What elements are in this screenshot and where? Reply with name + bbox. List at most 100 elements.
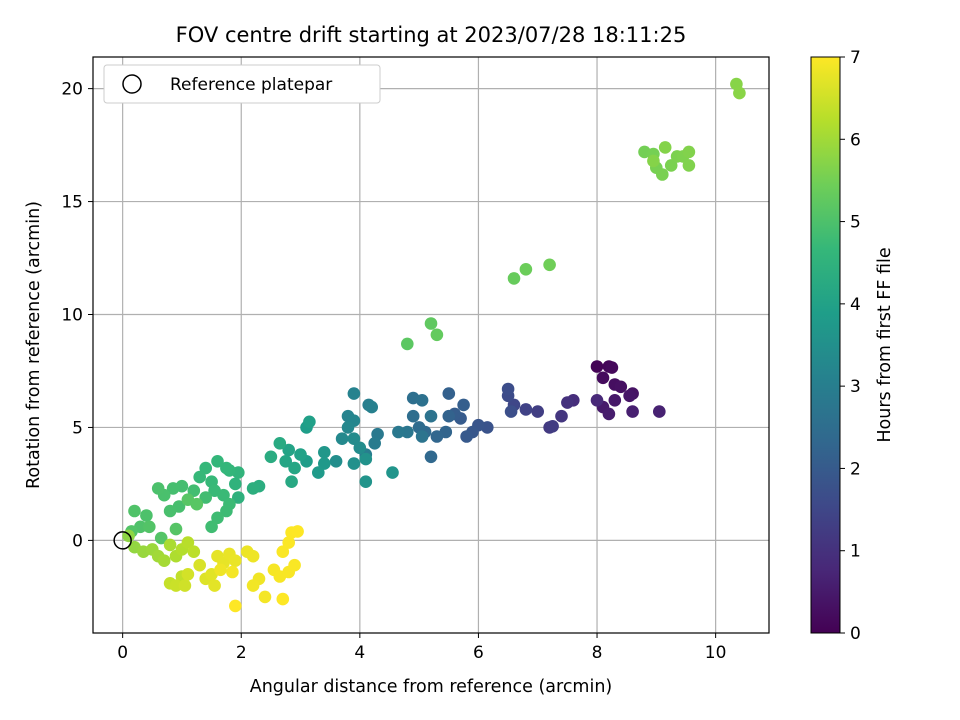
data-point: [211, 511, 224, 525]
data-points: [122, 77, 746, 613]
data-point: [733, 86, 746, 100]
colorbar-ticks: 0 1 2 3 4 5 6 7: [840, 48, 861, 644]
data-point: [318, 457, 331, 470]
x-tick-label: 4: [354, 643, 365, 663]
data-point: [664, 159, 678, 172]
data-point: [193, 470, 206, 484]
y-tick-label: 5: [72, 418, 83, 438]
x-tick-label: 0: [117, 643, 128, 663]
data-point: [190, 497, 204, 511]
data-point: [312, 466, 325, 479]
data-point: [246, 549, 260, 563]
colorbar-tick-label: 3: [850, 377, 861, 397]
colorbar-tick-label: 1: [850, 542, 861, 562]
data-point: [282, 536, 296, 549]
data-point: [359, 452, 373, 466]
data-point: [501, 382, 515, 396]
data-point: [647, 154, 660, 168]
data-point: [264, 450, 278, 464]
legend: Reference platepar: [103, 64, 381, 104]
data-point: [531, 405, 544, 418]
data-point: [193, 558, 206, 572]
legend-box: [103, 64, 381, 104]
data-point: [220, 461, 233, 475]
data-point: [169, 522, 183, 536]
data-point: [208, 579, 221, 592]
data-point: [214, 563, 227, 577]
data-point: [546, 420, 559, 433]
data-point: [347, 432, 361, 446]
data-point: [424, 409, 438, 423]
data-point: [457, 398, 470, 412]
data-point: [143, 520, 156, 534]
data-point: [605, 361, 619, 374]
data-point: [246, 482, 260, 495]
colorbar-tick-label: 2: [850, 459, 861, 479]
data-point: [169, 579, 183, 592]
reference-platepar-marker: [113, 531, 132, 550]
data-point: [424, 450, 438, 464]
data-point: [294, 448, 307, 461]
data-point: [303, 415, 316, 429]
colorbar-tick-label: 4: [850, 295, 861, 315]
data-point: [181, 536, 195, 549]
data-point: [181, 568, 195, 581]
data-point: [347, 387, 361, 400]
data-point: [368, 437, 382, 450]
data-point: [401, 425, 414, 439]
data-point: [608, 394, 622, 407]
data-point: [273, 437, 287, 450]
data-point: [140, 509, 153, 522]
data-point: [682, 145, 696, 159]
data-point: [543, 258, 556, 272]
data-point: [163, 538, 177, 552]
data-point: [614, 380, 628, 394]
y-tick-label: 20: [61, 80, 83, 100]
x-tick-label: 6: [473, 643, 484, 663]
data-point: [507, 272, 521, 285]
x-axis-ticks: 0 2 4 6 8 10: [117, 633, 726, 663]
colorbar-label: Hours from first FF file: [875, 247, 895, 442]
data-point: [424, 317, 438, 330]
y-tick-label: 10: [61, 306, 83, 326]
data-point: [178, 579, 192, 592]
plot-frame: [92, 56, 770, 634]
colorbar-tick-label: 7: [850, 48, 861, 68]
data-point: [199, 461, 212, 475]
data-point: [217, 488, 230, 502]
data-point: [341, 421, 355, 434]
data-point: [335, 432, 349, 446]
data-point: [359, 475, 373, 489]
data-point: [392, 425, 405, 439]
legend-label: Reference platepar: [170, 75, 332, 95]
data-point: [285, 475, 298, 489]
data-point: [232, 491, 245, 504]
data-point: [365, 400, 379, 414]
data-point: [279, 455, 293, 468]
y-tick-label: 0: [72, 531, 83, 551]
chart-title: FOV centre drift starting at 2023/07/28 …: [176, 23, 687, 47]
data-point: [347, 457, 361, 470]
data-point: [288, 558, 301, 572]
data-point: [128, 504, 141, 518]
y-axis-ticks: 0 5 10 15 20: [61, 80, 93, 551]
data-point: [519, 403, 533, 416]
data-point: [246, 579, 260, 592]
colorbar-tick-label: 6: [850, 130, 861, 150]
data-point: [430, 430, 444, 443]
data-point: [406, 409, 420, 423]
data-point: [205, 520, 218, 534]
data-point: [653, 405, 666, 418]
x-tick-label: 2: [236, 643, 247, 663]
data-point: [211, 455, 224, 468]
data-point: [415, 394, 429, 407]
data-point: [386, 466, 399, 479]
data-point: [555, 409, 568, 423]
data-point: [187, 545, 201, 558]
data-point: [318, 446, 331, 459]
data-point: [401, 337, 414, 351]
data-point: [590, 394, 604, 407]
data-point: [602, 407, 616, 421]
colorbar: 0 1 2 3 4 5 6 7 Hours from first FF file: [810, 48, 895, 644]
